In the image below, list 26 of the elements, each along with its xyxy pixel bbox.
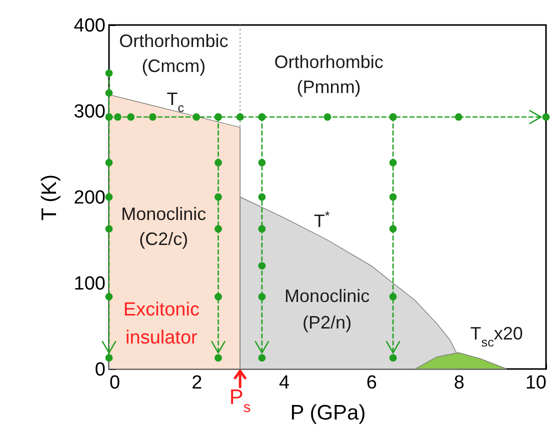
annotation: Monoclinic [284,286,370,306]
y-tick-label: 400 [74,16,106,36]
x-tick-label: 10 [525,372,546,394]
series-label: Excitonic insulator [123,300,200,349]
annotation: Orthorhombic [119,31,228,52]
annotation: Monoclinic [121,204,206,224]
annotation: Orthorhombic [274,52,384,72]
y-tick-label: 300 [74,102,106,122]
annotation: T$^{*}$ [314,208,330,231]
y-tick-label: 0 [94,360,106,380]
x-tick-label: 8 [454,372,464,394]
ref-line-label: P$_{s}$ [229,386,251,416]
annotation: T$_{c}$ [166,88,184,115]
y-tick-label: 100 [74,274,106,294]
x-tick-label: 0 [110,372,120,394]
annotation: (Cmcm) [142,56,206,76]
x-axis-title: P (GPa) [290,402,366,424]
annotation: (C2/c) [139,229,188,249]
annotation: (P2/n) [302,312,352,332]
annotation: T$_{sc}$x20 [470,324,523,350]
x-tick-label: 2 [192,372,202,394]
annotation: (Pmnm) [296,76,361,97]
y-axis-title: T (K) [38,174,61,221]
x-tick-label: 4 [279,372,290,394]
x-tick-label: 6 [366,372,377,394]
y-tick-label: 200 [74,188,106,208]
